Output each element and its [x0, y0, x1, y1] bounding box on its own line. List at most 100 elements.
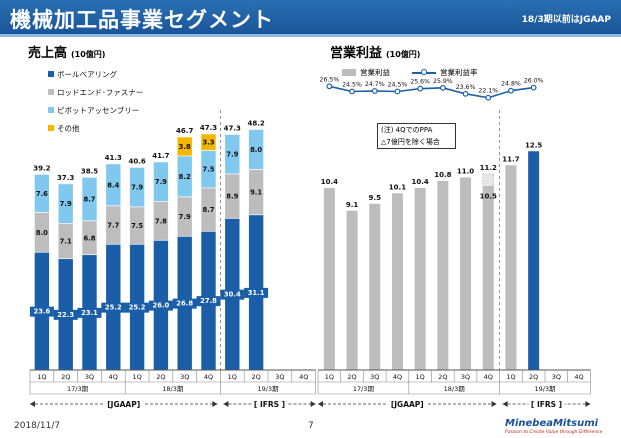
sales-value-bg [220, 289, 245, 300]
sales-bar-pivot [129, 167, 145, 208]
sales-tick-label: 1Q [228, 373, 237, 381]
sales-bar-pivot [224, 134, 241, 175]
sales-tick-label: 3Q [85, 373, 94, 381]
sales-value-label: 23.1 [81, 309, 98, 317]
op-title: 営業利益 (10億円) [330, 46, 421, 61]
op-tick-label: 2Q [347, 373, 356, 381]
sales-value-label: 7.1 [60, 238, 72, 246]
sales-bar-pivot [57, 183, 74, 224]
op-value-label: 10.1 [389, 183, 406, 191]
op-value-label: 10.4 [321, 178, 338, 186]
op-ifrs-label: [ IFRS ] [531, 400, 562, 409]
sales-value-label: 26.0 [153, 302, 170, 310]
header-bar: 機械加工品事業セグメント 18/3期以前はJGAAP [0, 0, 621, 34]
legend-rod: ロッドエンド･ファスナー [48, 83, 143, 101]
sales-fy-label: 17/3期 [67, 385, 89, 393]
legend-ball: ボールベアリング [48, 65, 143, 83]
sales-tick-label: 3Q [180, 373, 189, 381]
op-margin-label: 25.9% [433, 78, 453, 85]
sales-value-bg [29, 306, 54, 317]
op-bar [323, 188, 335, 370]
sales-ifrs-arrow-left [223, 401, 229, 407]
sales-jgaap-label: [JGAAP] [107, 400, 140, 409]
sales-tick-label: 3Q [275, 373, 284, 381]
op-tick-label: 1Q [416, 373, 425, 381]
sales-tick-label: 1Q [37, 373, 46, 381]
op-tick-label: 1Q [325, 373, 334, 381]
op-jgaap-arrow-right [491, 401, 497, 407]
op-value-label: 11.7 [502, 155, 519, 163]
sales-value-label: 25.2 [105, 304, 122, 312]
sales-value-label: 8.0 [250, 146, 262, 154]
op-tick-label: 4Q [393, 373, 402, 381]
sales-value-label: 8.9 [226, 193, 238, 201]
op-bar [369, 203, 381, 370]
sales-value-label: 7.5 [131, 222, 143, 230]
sales-value-label: 25.2 [129, 304, 146, 312]
sales-value-label: 30.4 [224, 291, 241, 299]
sales-value-label: 7.7 [107, 222, 119, 230]
sales-tick-label: 1Q [132, 373, 141, 381]
sales-total-label: 40.6 [128, 157, 145, 165]
company-logo: MinebeaMitsumi Passion to Create Value t… [505, 418, 603, 435]
op-jgaap-bg [387, 399, 428, 409]
sales-value-label: 7.9 [155, 178, 167, 186]
sales-value-label: 23.6 [34, 308, 51, 316]
op-fy-label: 17/3期 [353, 385, 375, 393]
sales-total-label: 47.3 [200, 124, 217, 132]
op-bar [482, 186, 494, 370]
op-margin-label: 26.0% [524, 78, 544, 85]
op-margin-point [394, 88, 401, 95]
sales-value-bg [172, 298, 197, 309]
op-bar [460, 177, 472, 370]
sales-value-label: 8.0 [36, 229, 48, 237]
op-ifrs-arrow-left [502, 401, 508, 407]
sales-bar-pivot [105, 163, 122, 207]
sales-value-bg [196, 296, 221, 307]
sales-ifrs-label: [ IFRS ] [254, 400, 285, 409]
sales-total-label: 47.3 [224, 124, 241, 132]
sales-value-bg [53, 309, 78, 320]
op-margin-point [485, 94, 492, 101]
sales-value-label: 7.9 [60, 200, 72, 208]
op-ifrs-arrow-right [585, 401, 591, 407]
sales-value-label: 3.8 [179, 143, 191, 151]
sales-tick-label: 4Q [204, 373, 213, 381]
sales-value-label: 8.7 [202, 206, 214, 214]
sales-bar-other [176, 136, 193, 157]
op-tick-label: 4Q [484, 373, 493, 381]
op-margin-point [439, 84, 446, 91]
op-margin-label: 24.7% [365, 81, 385, 88]
sales-legend: ボールベアリング ロッドエンド･ファスナー ピボットアッセンブリー その他 [48, 65, 143, 137]
sales-total-label: 41.7 [152, 152, 169, 160]
op-margin-label: 22.1% [478, 88, 498, 95]
sales-value-label: 3.3 [202, 139, 214, 147]
op-margin-point [371, 88, 378, 94]
page-title: 機械加工品事業セグメント [10, 8, 274, 32]
sales-value-label: 8.4 [107, 181, 119, 189]
sales-value-bg [125, 302, 150, 313]
ppa-note: (注) 4QでのPPA △7億円を除く場合 [377, 123, 456, 149]
op-bar-ppa-adjusted [482, 173, 494, 187]
sales-jgaap-arrow-right [212, 401, 218, 407]
sales-bar-other [200, 133, 217, 151]
sales-value-label: 7.5 [202, 166, 214, 174]
page-number: 7 [308, 421, 314, 431]
sales-ifrs-bg [251, 399, 288, 409]
sales-jgaap-arrow-left [30, 401, 35, 407]
op-legend-bar-label: 営業利益 [360, 68, 390, 77]
legend-swatch [48, 125, 54, 131]
op-fy-label: 18/3期 [444, 385, 466, 393]
legend-pivot: ピボットアッセンブリー [48, 101, 143, 119]
op-margin-label: 26.5% [320, 76, 340, 83]
sales-title: 売上高 (10億円) [28, 46, 106, 61]
op-bar [414, 188, 426, 370]
op-margin-label: 24.5% [388, 82, 408, 89]
op-margin-label: 23.6% [456, 84, 476, 91]
op-jgaap-label: [JGAAP] [391, 400, 424, 409]
op-legend: 営業利益 営業利益率 [342, 67, 478, 78]
sales-bar-pivot [81, 177, 98, 222]
sales-value-bg [244, 287, 269, 298]
